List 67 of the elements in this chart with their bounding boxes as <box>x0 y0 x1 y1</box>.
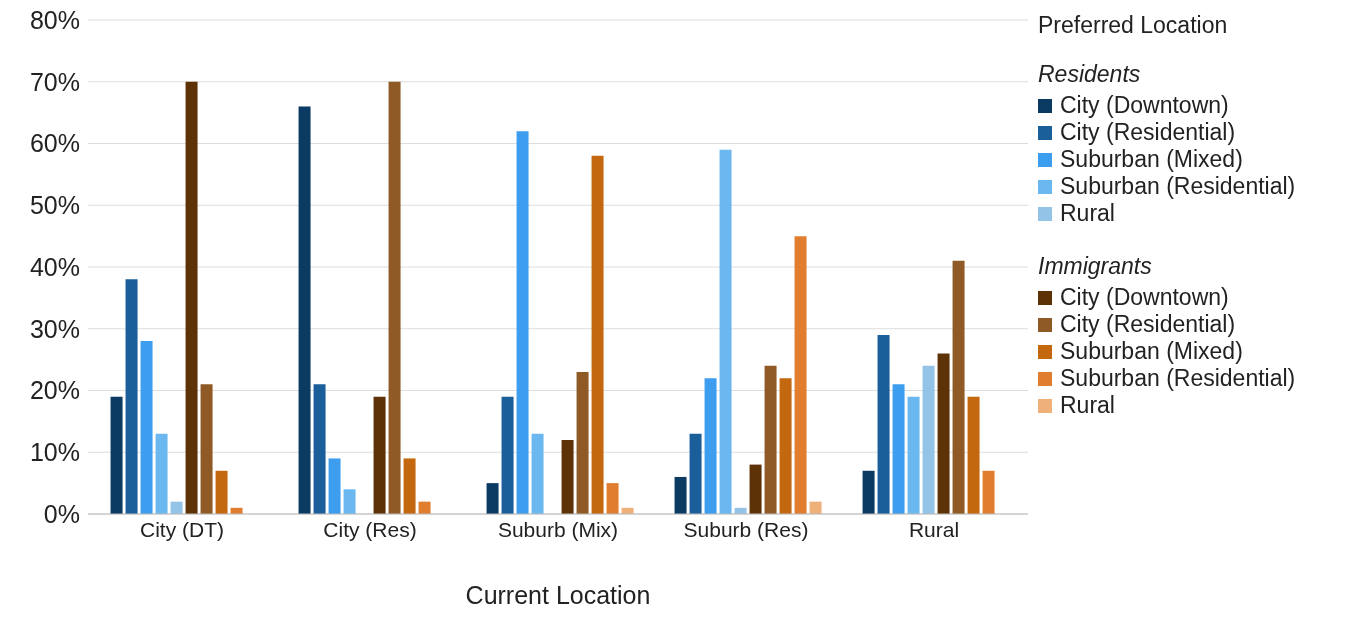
bar <box>749 464 762 514</box>
y-tick-label: 30% <box>29 314 80 343</box>
text: Residents <box>1038 61 1142 88</box>
bar <box>689 433 702 514</box>
legend-title: Preferred Location <box>1038 12 1229 39</box>
bar <box>125 279 138 514</box>
bar <box>922 365 935 514</box>
bar <box>591 155 604 514</box>
x-axis-title: Current Location <box>465 581 651 609</box>
legend-label: Suburban (Residential) <box>1060 365 1296 392</box>
bar <box>937 353 950 514</box>
bar <box>967 396 980 514</box>
y-tick-label: 50% <box>29 191 80 220</box>
bar <box>140 341 153 514</box>
bar <box>403 458 416 514</box>
text: Immigrants <box>1038 253 1153 280</box>
bar <box>373 396 386 514</box>
bar <box>110 396 123 514</box>
bar <box>674 476 687 514</box>
legend-label: Rural <box>1060 200 1115 227</box>
bar <box>982 470 995 514</box>
bar <box>328 458 341 514</box>
legend-label: City (Downtown) <box>1060 92 1229 119</box>
bar <box>794 236 807 514</box>
bar <box>185 81 198 514</box>
y-tick-label: 10% <box>29 438 80 467</box>
bar <box>907 396 920 514</box>
bar <box>200 384 213 514</box>
bar <box>606 483 619 514</box>
legend-label: City (Residential) <box>1060 311 1236 338</box>
bar <box>313 384 326 514</box>
x-tick-label: City (Res) <box>323 517 417 541</box>
bar <box>343 489 356 514</box>
y-tick-label: 80% <box>29 5 80 34</box>
bar <box>155 433 168 514</box>
bar <box>877 334 890 514</box>
bar <box>952 260 965 514</box>
bar <box>215 470 228 514</box>
bar <box>862 470 875 514</box>
y-tick-label: 20% <box>29 376 80 405</box>
legend-label: Suburban (Mixed) <box>1060 146 1243 173</box>
x-tick-label: Suburb (Mix) <box>497 517 619 541</box>
bar <box>388 81 401 514</box>
bar <box>561 439 574 514</box>
bar <box>764 365 777 514</box>
bar <box>779 378 792 514</box>
bar <box>501 396 514 514</box>
bar <box>892 384 905 514</box>
legend-label: City (Residential) <box>1060 119 1236 146</box>
y-tick-label: 0% <box>43 499 80 528</box>
legend-label: Suburban (Residential) <box>1060 173 1296 200</box>
bar <box>576 371 589 514</box>
bar <box>486 483 499 514</box>
bar <box>704 378 717 514</box>
bar <box>719 149 732 514</box>
y-tick-label: 40% <box>29 252 80 281</box>
legend-label: City (Downtown) <box>1060 284 1229 311</box>
legend-label: Rural <box>1060 392 1115 419</box>
x-tick-label: City (DT) <box>140 517 224 541</box>
bar <box>516 131 529 514</box>
x-tick-label: Rural <box>908 517 960 541</box>
x-tick-label: Suburb (Res) <box>683 517 809 541</box>
y-tick-label: 60% <box>29 129 80 158</box>
bar <box>531 433 544 514</box>
y-tick-label: 70% <box>29 67 80 96</box>
bar <box>298 106 311 514</box>
legend-label: Suburban (Mixed) <box>1060 338 1243 365</box>
